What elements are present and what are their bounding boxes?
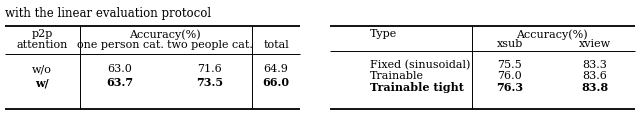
- Text: xview: xview: [579, 39, 611, 49]
- Text: 63.0: 63.0: [108, 64, 132, 74]
- Text: 64.9: 64.9: [264, 64, 289, 74]
- Text: with the linear evaluation protocol: with the linear evaluation protocol: [5, 7, 211, 20]
- Text: 83.8: 83.8: [581, 82, 609, 93]
- Text: Accuracy(%): Accuracy(%): [516, 29, 588, 40]
- Text: p2p: p2p: [31, 29, 52, 39]
- Text: one person cat.: one person cat.: [77, 40, 163, 50]
- Text: 76.3: 76.3: [497, 82, 524, 93]
- Text: 83.6: 83.6: [582, 71, 607, 81]
- Text: 75.5: 75.5: [498, 60, 522, 70]
- Text: 76.0: 76.0: [498, 71, 522, 81]
- Text: w/o: w/o: [32, 64, 52, 74]
- Text: Trainable tight: Trainable tight: [370, 82, 464, 93]
- Text: 63.7: 63.7: [106, 77, 134, 88]
- Text: Fixed (sinusoidal): Fixed (sinusoidal): [370, 60, 470, 70]
- Text: total: total: [263, 40, 289, 50]
- Text: 73.5: 73.5: [196, 77, 223, 88]
- Text: attention: attention: [16, 40, 68, 50]
- Text: 71.6: 71.6: [198, 64, 222, 74]
- Text: Accuracy(%): Accuracy(%): [129, 29, 201, 40]
- Text: 66.0: 66.0: [262, 77, 289, 88]
- Text: Type: Type: [370, 29, 397, 39]
- Text: two people cat.: two people cat.: [167, 40, 253, 50]
- Text: w/: w/: [35, 77, 49, 88]
- Text: Trainable: Trainable: [370, 71, 424, 81]
- Text: 83.3: 83.3: [582, 60, 607, 70]
- Text: xsub: xsub: [497, 39, 523, 49]
